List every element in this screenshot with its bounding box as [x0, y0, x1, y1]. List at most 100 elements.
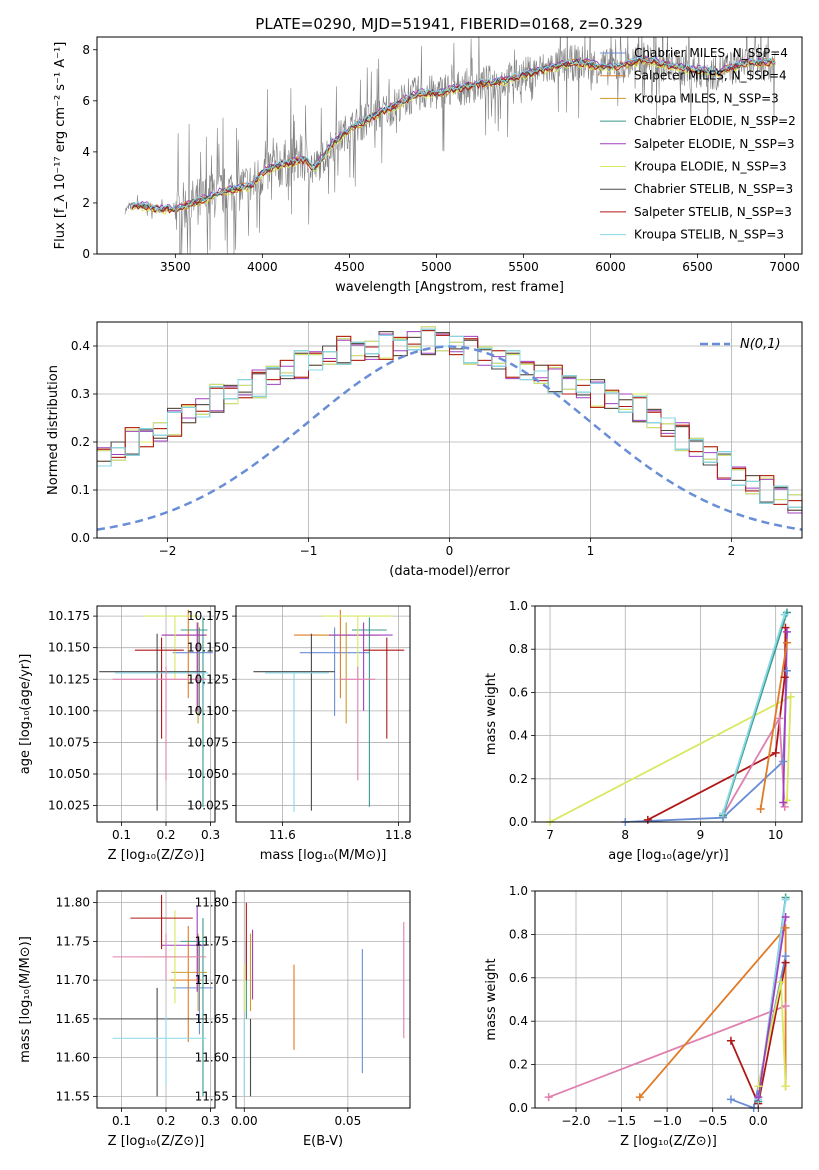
- weight-marker: [771, 748, 780, 757]
- x-tick-label: −1.0: [653, 1114, 682, 1128]
- x-tick-label: 5000: [421, 260, 452, 274]
- weight-marker: [756, 805, 765, 814]
- weight-marker: [635, 1093, 644, 1102]
- y-tick-label: 4: [82, 145, 90, 159]
- weight-marker: [544, 1093, 553, 1102]
- weight-marker: [780, 610, 789, 619]
- x-tick-label: 4500: [334, 260, 365, 274]
- y-tick-label: 2: [82, 196, 90, 210]
- y-tick-label: 0.4: [509, 729, 528, 743]
- y-tick-label: 0.0: [71, 531, 90, 545]
- y-tick-label: 10.150: [187, 641, 229, 655]
- y-tick-label: 11.65: [56, 1012, 90, 1026]
- normal-curve: [97, 345, 802, 531]
- plot-area-age_vs_mass: [253, 609, 405, 812]
- weight-marker: [719, 809, 728, 818]
- y-axis-label: mass [log₁₀(M/M⊙)]: [18, 936, 33, 1063]
- weight-marker: [754, 1082, 763, 1091]
- figure-title: PLATE=0290, MJD=51941, FIBERID=0168, z=0…: [255, 15, 642, 33]
- x-tick-label: −2.0: [561, 1114, 590, 1128]
- weight-marker: [786, 692, 795, 701]
- x-tick-label: 8: [621, 828, 629, 842]
- y-tick-label: 11.60: [195, 1051, 229, 1065]
- y-tick-label: 0.1: [71, 483, 90, 497]
- x-tick-label: 11.6: [269, 828, 296, 842]
- panel-weight_vs_Z: −2.0 −1.5 −1.0 −0.5 0.0 0.0 0.2 0.4 0.6 0.8 1.0 Z […: [484, 884, 803, 1149]
- axes-frame: [96, 605, 216, 823]
- panel-mass_vs_ebv: 0.00 0.05 11.55 11.60 11.65 11.70 11.75 11.80 E(…: [195, 890, 411, 1149]
- weight-marker: [782, 666, 791, 675]
- weight-marker: [781, 923, 790, 932]
- x-tick-label: 5500: [508, 260, 539, 274]
- x-tick-label: 0.3: [201, 828, 220, 842]
- weight-line-salpeter_elodie: [757, 916, 787, 1098]
- y-tick-label: 11.55: [195, 1089, 229, 1103]
- y-tick-label: 0.2: [71, 435, 90, 449]
- x-axis-label: wavelength [Angstrom, rest frame]: [335, 280, 564, 295]
- x-tick-label: 0.2: [156, 828, 175, 842]
- axes-frame: [534, 890, 803, 1109]
- x-axis-label: mass [log₁₀(M/M⊙)]: [260, 848, 387, 863]
- y-tick-label: 11.75: [195, 934, 229, 948]
- y-tick-label: 0.0: [509, 1101, 528, 1115]
- weight-line-pink: [548, 1005, 786, 1099]
- panel-mass_vs_Z: 0.1 0.2 0.3 11.55 11.60 11.65 11.70 11.75 11.80 Z…: [18, 890, 220, 1149]
- x-axis-label: (data-model)/error: [389, 564, 510, 579]
- legend-label: Salpeter MILES, N_SSP=4: [634, 69, 787, 83]
- axes-frame: [235, 605, 411, 823]
- legend-label: Kroupa ELODIE, N_SSP=3: [634, 160, 787, 174]
- x-tick-label: 0.00: [231, 1114, 258, 1128]
- weight-marker: [780, 802, 789, 811]
- weight-marker: [781, 1082, 790, 1091]
- weight-line-salpeter_elodie: [782, 631, 788, 803]
- weight-marker: [781, 913, 790, 922]
- axes-frame: [96, 890, 216, 1109]
- legend-label: Chabrier STELIB, N_SSP=3: [634, 182, 793, 196]
- weight-marker: [781, 952, 790, 961]
- weight-marker: [780, 673, 789, 682]
- y-tick-label: 10.050: [48, 767, 90, 781]
- legend-label: Salpeter STELIB, N_SSP=3: [634, 205, 792, 219]
- x-tick-label: 0.2: [156, 1114, 175, 1128]
- weight-line-kroupa_stelib: [722, 614, 786, 814]
- x-axis-label: Z [log₁₀(Z/Z⊙)]: [620, 1134, 717, 1149]
- x-axis-label: Z [log₁₀(Z/Z⊙)]: [108, 848, 205, 863]
- legend-label: Salpeter ELODIE, N_SSP=3: [634, 137, 795, 151]
- weight-line-salpeter_miles: [759, 642, 788, 810]
- x-tick-label: 0.3: [201, 1114, 220, 1128]
- y-tick-label: 0.6: [509, 685, 528, 699]
- x-tick-label: 0.0: [749, 1114, 768, 1128]
- axes-frame: [96, 321, 803, 539]
- weight-marker: [726, 1036, 735, 1045]
- x-tick-label: 0.05: [334, 1114, 361, 1128]
- y-tick-label: 0.2: [509, 1058, 528, 1072]
- panel-age_vs_Z: 0.1 0.2 0.3 10.025 10.050 10.075 10.100 10.125 1…: [18, 605, 220, 863]
- panel-weight_vs_age: 7 8 9 10 0.0 0.2 0.4 0.6 0.8 1.0 age [log₁₀(age/yr…: [484, 599, 803, 863]
- y-tick-label: 11.80: [195, 896, 229, 910]
- y-tick-label: 11.80: [56, 896, 90, 910]
- y-tick-label: 11.70: [195, 973, 229, 987]
- weight-marker: [782, 638, 791, 647]
- axes-frame: [235, 890, 411, 1109]
- weight-marker: [754, 1093, 763, 1102]
- y-tick-label: 10.100: [187, 704, 229, 718]
- plot-area-mass_vs_ebv: [243, 902, 405, 1097]
- y-tick-label: 10.025: [187, 799, 229, 813]
- y-tick-label: 10.125: [187, 672, 229, 686]
- y-tick-label: 0.4: [509, 1014, 528, 1028]
- panel-residuals: −2 −1 0 1 2 0.0 0.1 0.2 0.3 0.4 (data-model)/error…: [46, 321, 803, 579]
- weight-marker: [781, 623, 790, 632]
- y-tick-label: 11.75: [56, 934, 90, 948]
- x-tick-label: 2: [728, 544, 736, 558]
- weight-marker: [781, 895, 790, 904]
- legend-label: N(0,1): [740, 337, 781, 352]
- y-tick-label: 0.8: [509, 927, 528, 941]
- x-tick-label: 3500: [160, 260, 191, 274]
- panel-age_vs_mass: 11.6 11.8 10.025 10.050 10.075 10.100 10.125 10…: [187, 605, 412, 863]
- y-tick-label: 0.0: [509, 815, 528, 829]
- weight-marker: [643, 815, 652, 824]
- weight-marker: [777, 978, 786, 987]
- y-tick-label: 10.025: [48, 799, 90, 813]
- y-tick-label: 0.8: [509, 642, 528, 656]
- y-tick-label: 8: [82, 43, 90, 57]
